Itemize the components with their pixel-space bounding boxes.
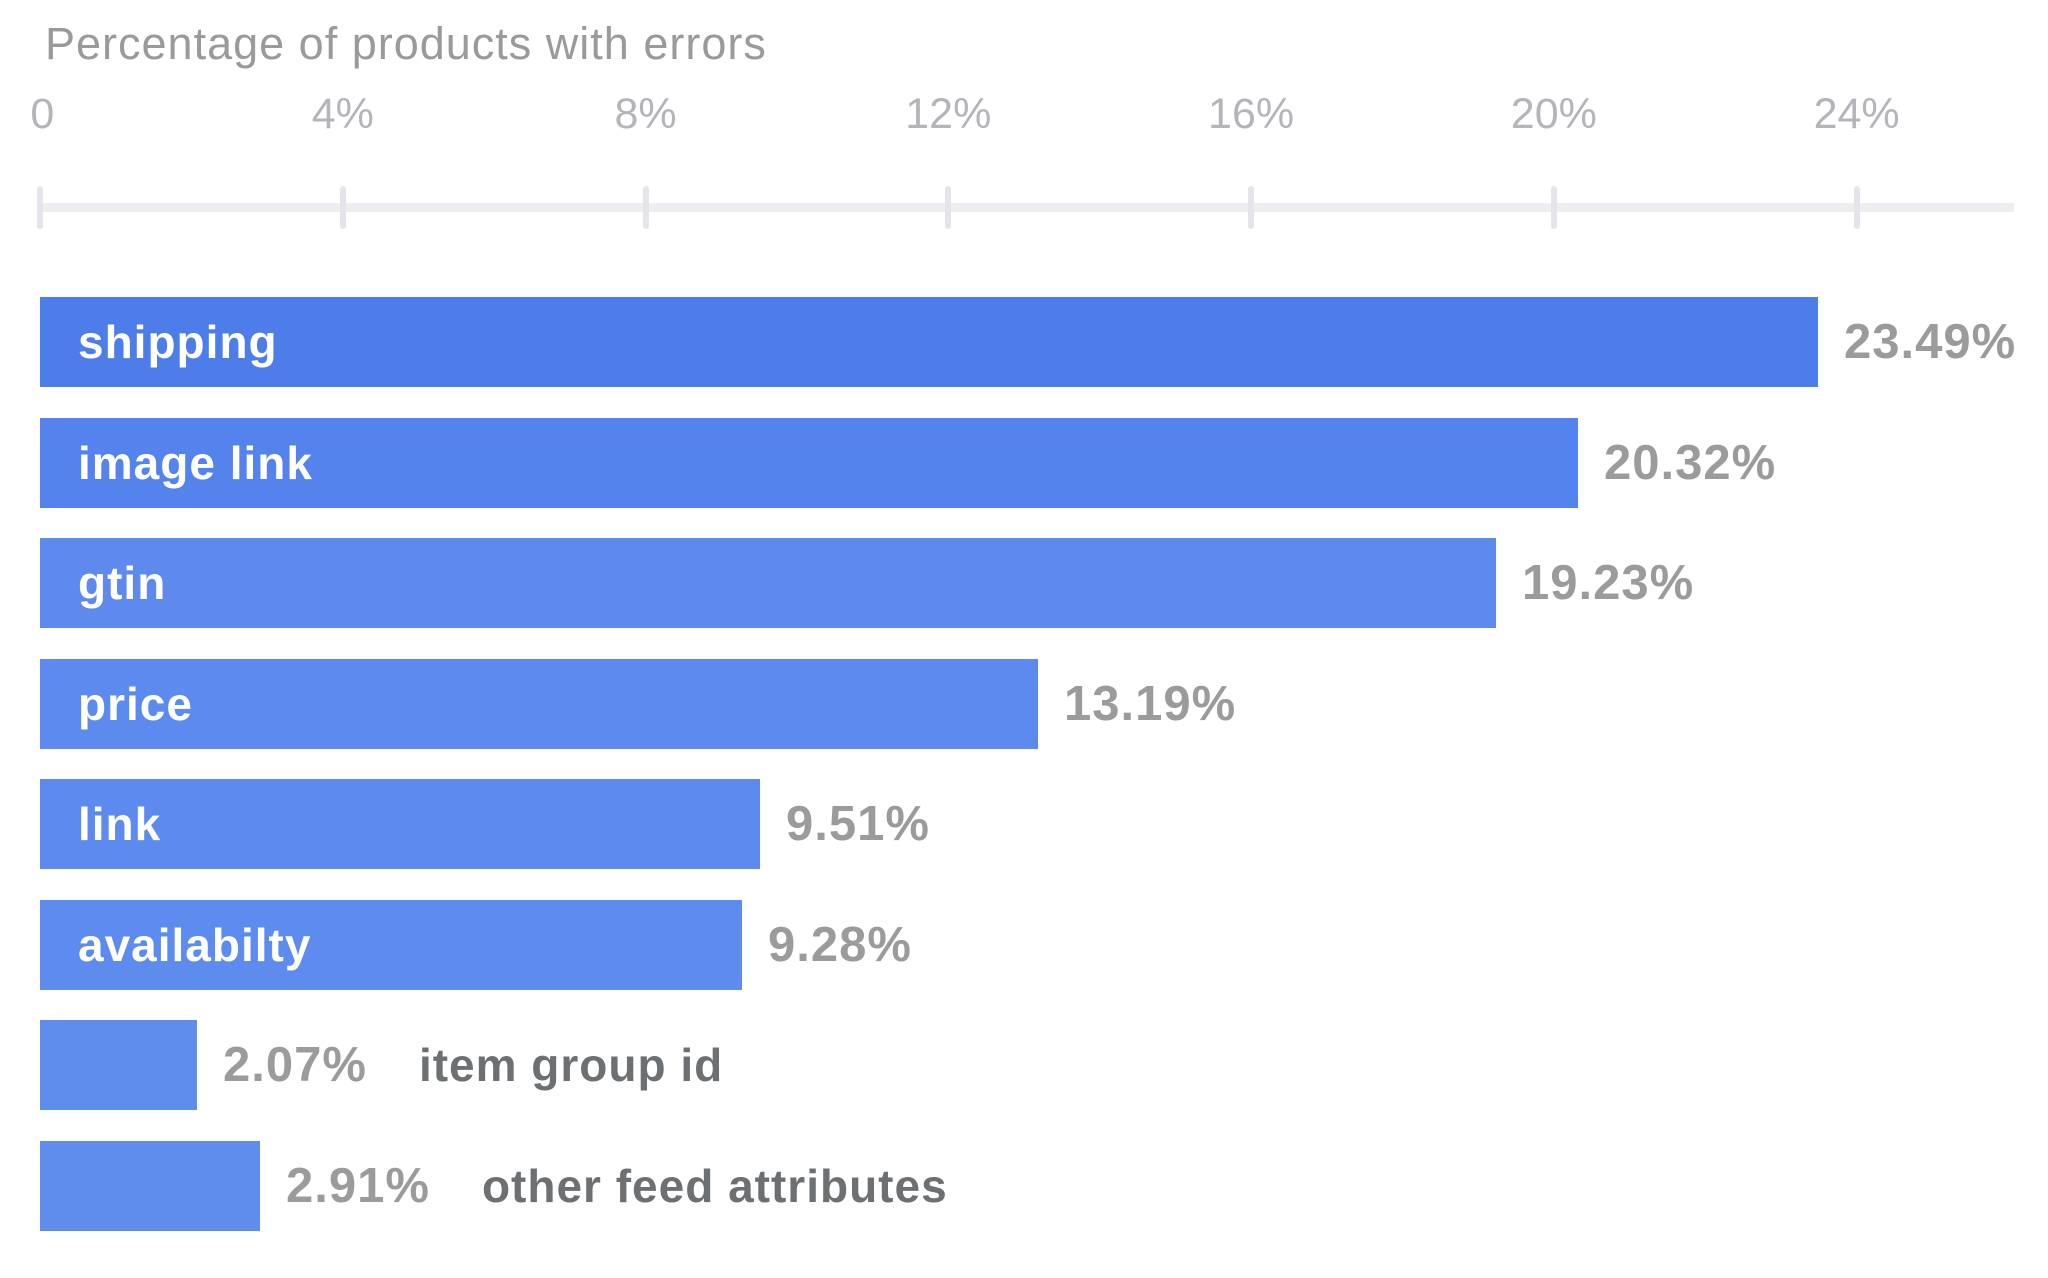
chart-title: Percentage of products with errors (45, 18, 767, 69)
bar-category-label: gtin (78, 557, 167, 609)
bar: gtin (40, 538, 1496, 628)
bar-row: price 13.19% (40, 659, 1236, 749)
bar (40, 1141, 260, 1231)
x-axis-tick-label: 8% (614, 90, 677, 138)
x-axis-tick-mark (1550, 186, 1557, 229)
bar: availabilty (40, 900, 742, 990)
bar-value-label: 23.49% (1844, 315, 2017, 369)
bar: link (40, 779, 760, 869)
x-axis-tick-label: 24% (1813, 90, 1900, 138)
bar (40, 1020, 197, 1110)
bar-category-label: link (78, 798, 162, 850)
bar-category-label: price (78, 678, 193, 730)
x-axis-tick-mark (37, 186, 43, 229)
bar-value-label: 2.07% (223, 1038, 367, 1092)
bar-value-label: 20.32% (1604, 436, 1777, 490)
x-axis-tick-mark (1248, 186, 1255, 229)
bar-category-label: item group id (418, 1039, 724, 1091)
bar: image link (40, 418, 1578, 508)
bar-value-label: 9.51% (786, 797, 930, 851)
bar-row: gtin 19.23% (40, 538, 1694, 628)
bar-row: availabilty 9.28% (40, 900, 912, 990)
bar-value-label: 9.28% (768, 918, 912, 972)
bar: shipping (40, 297, 1818, 387)
bar-row: link 9.51% (40, 779, 930, 869)
bar-value-label: 2.91% (286, 1159, 430, 1213)
x-axis-tick-mark (642, 186, 649, 229)
bar-category-label: other feed attributes (481, 1160, 948, 1212)
bar-value-label: 13.19% (1064, 677, 1237, 731)
x-axis-tick-label: 4% (311, 90, 374, 138)
bar-category-label: shipping (78, 316, 278, 368)
x-axis-tick-label: 16% (1208, 90, 1295, 138)
bar-row: 2.07% item group id (40, 1020, 723, 1110)
bar-category-label: availabilty (78, 919, 312, 971)
x-axis-tick-mark (945, 186, 952, 229)
x-axis-tick-label: 0 (30, 90, 55, 138)
bar-value-label: 19.23% (1522, 556, 1695, 610)
x-axis-tick-mark (339, 186, 346, 229)
x-axis-line (40, 203, 2014, 212)
bar-row: image link 20.32% (40, 418, 1776, 508)
x-axis-tick-mark (1853, 186, 1860, 229)
bar-category-label: image link (78, 437, 313, 489)
bar-row: shipping 23.49% (40, 297, 2016, 387)
bar-row: 2.91% other feed attributes (40, 1141, 948, 1231)
bar: price (40, 659, 1038, 749)
x-axis-tick-label: 20% (1510, 90, 1597, 138)
x-axis-tick-label: 12% (905, 90, 992, 138)
